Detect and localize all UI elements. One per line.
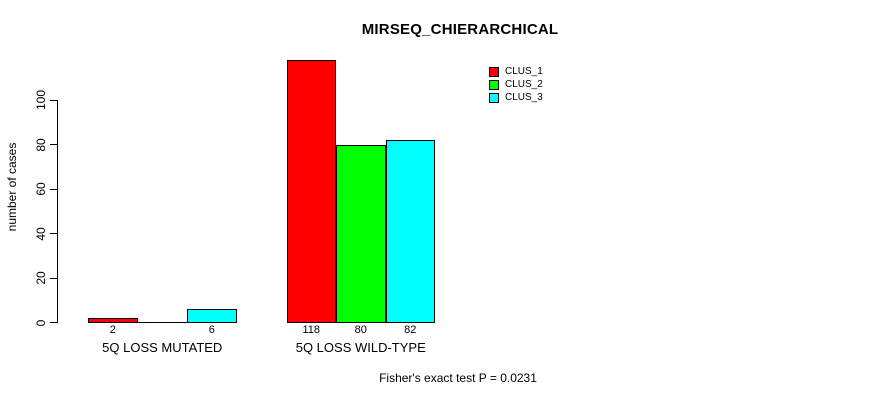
legend-swatch-clus_1 (489, 67, 499, 77)
annotation-text: Fisher's exact test P = 0.0231 (379, 371, 537, 385)
y-axis-line (57, 100, 58, 323)
y-axis-tick-label: 100 (34, 89, 48, 111)
y-axis-tick-label: 40 (34, 226, 48, 241)
bar-clus_1-0 (88, 318, 138, 323)
chart-title: MIRSEQ_CHIERARCHICAL (361, 21, 559, 38)
y-axis-tick (50, 188, 57, 190)
x-category-label: 5Q LOSS WILD-TYPE (295, 340, 426, 355)
bar-clus_2-1 (336, 144, 386, 323)
bar-value-label: 6 (208, 324, 215, 336)
y-axis-tick (50, 233, 57, 234)
y-axis-tick (50, 144, 57, 145)
y-axis-tick-label: 80 (34, 137, 48, 152)
y-axis-tick-label: 60 (34, 182, 48, 196)
legend-swatch-clus_2 (489, 80, 499, 90)
y-axis-tick-label: 0 (34, 319, 48, 326)
x-category-label: 5Q LOSS MUTATED (102, 340, 223, 355)
bar-value-label: 82 (404, 324, 417, 336)
legend-swatch-clus_3 (489, 93, 499, 103)
bar-value-label: 2 (109, 324, 116, 336)
y-axis-tick (50, 322, 57, 323)
y-axis-tick (50, 99, 57, 101)
bar-value-label: 80 (354, 324, 367, 336)
y-axis-tick (50, 277, 57, 279)
legend-label-clus_1: CLUS_1 (505, 66, 543, 77)
bar-zero-line (137, 321, 187, 323)
bar-value-label: 118 (302, 324, 321, 336)
y-axis-label: number of cases (5, 142, 19, 232)
bar-clus_3-1 (385, 140, 435, 323)
legend-label-clus_3: CLUS_3 (505, 92, 543, 103)
legend-label-clus_2: CLUS_2 (505, 79, 543, 90)
y-axis-tick-label: 20 (34, 271, 48, 285)
bar-clus_3-0 (187, 309, 237, 323)
bar-clus_1-1 (286, 59, 336, 323)
